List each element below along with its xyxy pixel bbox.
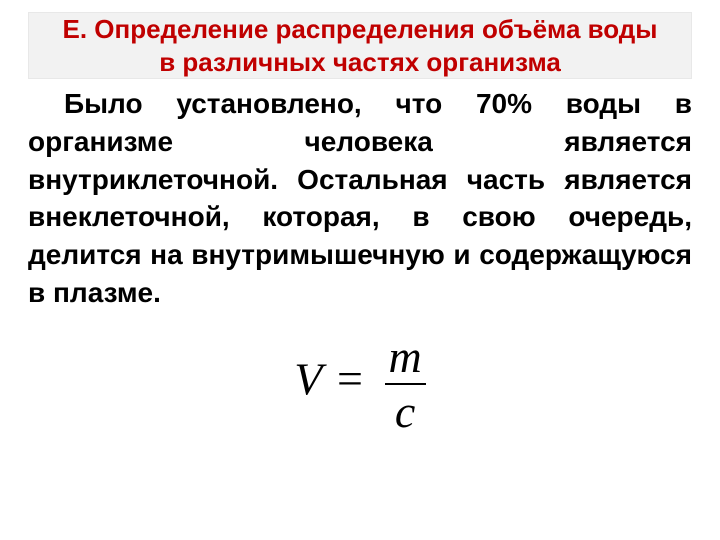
formula-numerator: m [385,330,426,383]
title-line-1: Е. Определение распределения объёма воды [29,13,691,46]
body-text-content: Было установлено, что 70% воды в организ… [28,88,692,308]
formula: V = m c [28,330,692,438]
title-block: Е. Определение распределения объёма воды… [28,12,692,79]
body-paragraph: Было установлено, что 70% воды в организ… [28,85,692,312]
formula-denominator: c [385,385,426,438]
page: Е. Определение распределения объёма воды… [0,0,720,540]
title-line-2: в различных частях организма [29,46,691,79]
formula-lhs: V [294,353,321,404]
formula-equals: = [337,353,363,404]
formula-fraction: m c [385,330,426,438]
